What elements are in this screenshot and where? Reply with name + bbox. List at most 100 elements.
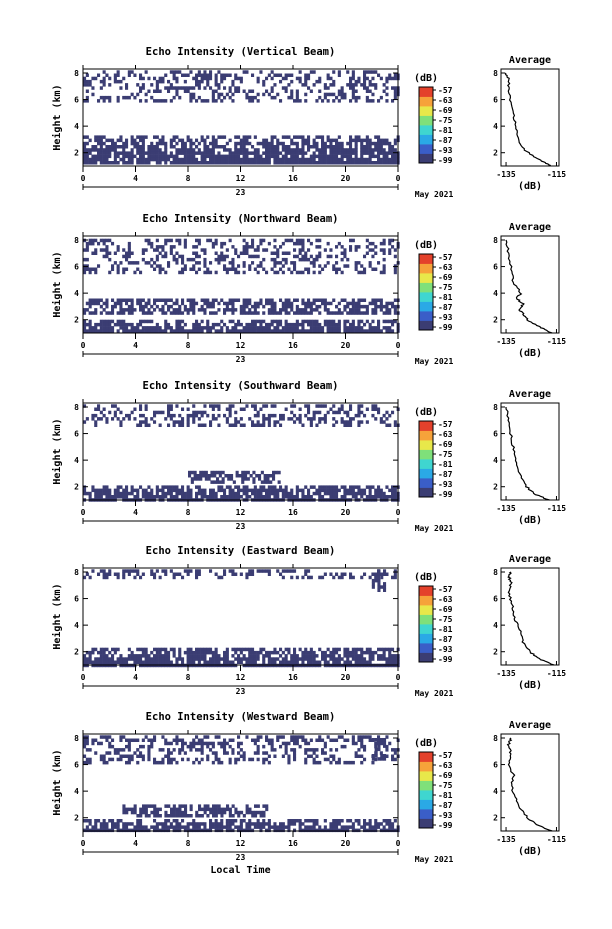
echo-cell xyxy=(136,322,140,327)
echo-cell xyxy=(172,420,176,424)
echo-cell xyxy=(119,485,123,489)
echo-cell xyxy=(88,654,92,658)
echo-cell xyxy=(279,654,283,658)
echo-cell xyxy=(91,660,95,664)
echo-cell xyxy=(321,488,325,493)
echo-cell xyxy=(127,298,131,302)
echo-cell xyxy=(379,572,383,576)
echo-cell xyxy=(231,495,235,499)
echo-cell xyxy=(382,161,386,165)
echo-cell xyxy=(315,404,319,408)
echo-cell xyxy=(88,83,92,87)
echo-cell xyxy=(167,748,171,752)
echo-cell xyxy=(150,245,154,249)
echo-cell xyxy=(349,572,353,576)
echo-cell xyxy=(192,654,196,658)
echo-cell xyxy=(239,660,243,664)
echo-cell xyxy=(136,148,140,152)
echo-cell xyxy=(307,329,311,333)
echo-cell xyxy=(354,647,358,652)
echo-cell xyxy=(111,298,115,302)
echo-cell xyxy=(105,311,109,315)
echo-cell xyxy=(206,650,210,655)
echo-cell xyxy=(139,420,143,424)
echo-cell xyxy=(209,70,213,74)
echo-cell xyxy=(385,76,389,81)
echo-cell xyxy=(125,744,129,749)
echo-cell xyxy=(235,474,239,478)
echo-cell xyxy=(281,135,285,139)
echo-cell xyxy=(97,741,101,746)
echo-cell xyxy=(94,157,98,162)
echo-cell xyxy=(360,151,364,155)
echo-cell xyxy=(346,304,350,309)
echo-cell xyxy=(122,270,126,275)
echo-cell xyxy=(237,76,241,81)
echo-cell xyxy=(307,410,311,415)
echo-cell xyxy=(231,83,235,87)
echo-cell xyxy=(225,417,229,421)
echo-cell xyxy=(304,73,308,77)
echo-cell xyxy=(139,810,143,815)
echo-cell xyxy=(209,329,213,333)
echo-cell xyxy=(111,329,115,333)
echo-cell xyxy=(284,569,288,573)
echo-cell xyxy=(323,650,327,655)
echo-cell xyxy=(393,138,397,143)
echo-cell xyxy=(293,404,297,408)
echo-cell xyxy=(279,828,283,833)
echo-cell xyxy=(284,151,288,155)
echo-cell xyxy=(323,404,327,408)
profile-y-tick-label: 8 xyxy=(493,69,498,78)
echo-cell xyxy=(266,474,270,478)
echo-cell xyxy=(195,76,199,81)
echo-cell xyxy=(94,326,98,330)
echo-cell xyxy=(178,825,182,829)
echo-cell xyxy=(287,135,291,139)
echo-cell xyxy=(200,410,204,415)
echo-cell xyxy=(192,326,196,330)
echo-cell xyxy=(105,751,109,755)
echo-cell xyxy=(209,660,213,664)
echo-cell xyxy=(368,825,372,829)
echo-cell xyxy=(304,267,308,271)
echo-cell xyxy=(200,495,204,499)
echo-cell xyxy=(231,819,235,823)
echo-cell xyxy=(371,654,375,658)
echo-cell xyxy=(267,741,271,746)
echo-cell xyxy=(265,828,269,833)
echo-cell xyxy=(337,819,341,823)
echo-cell xyxy=(225,657,229,661)
echo-cell xyxy=(393,491,397,496)
echo-cell xyxy=(383,569,387,573)
echo-cell xyxy=(122,154,126,159)
colorbar-frame xyxy=(418,253,434,331)
echo-cell xyxy=(262,79,266,84)
echo-cell xyxy=(262,654,266,658)
echo-cell xyxy=(253,254,257,259)
echo-cell xyxy=(127,151,131,155)
echo-cell xyxy=(183,145,187,149)
echo-cell xyxy=(382,257,386,262)
echo-cell xyxy=(301,319,305,324)
echo-cell xyxy=(276,73,280,77)
echo-cell xyxy=(200,157,204,162)
echo-cell xyxy=(122,804,126,808)
echo-cell xyxy=(211,760,215,765)
echo-cell xyxy=(287,828,291,833)
echo-cell xyxy=(337,410,341,415)
echo-cell xyxy=(88,660,92,664)
echo-cell xyxy=(323,92,327,97)
echo-cell xyxy=(248,810,252,815)
echo-cell xyxy=(242,488,246,493)
echo-cell xyxy=(391,754,395,758)
echo-cell xyxy=(304,657,308,661)
echo-cell xyxy=(262,417,266,421)
echo-cell xyxy=(111,264,115,268)
echo-cell xyxy=(122,161,126,165)
echo-cell xyxy=(136,738,140,742)
echo-cell xyxy=(351,83,355,87)
echo-cell xyxy=(290,575,294,580)
echo-cell xyxy=(307,660,311,664)
